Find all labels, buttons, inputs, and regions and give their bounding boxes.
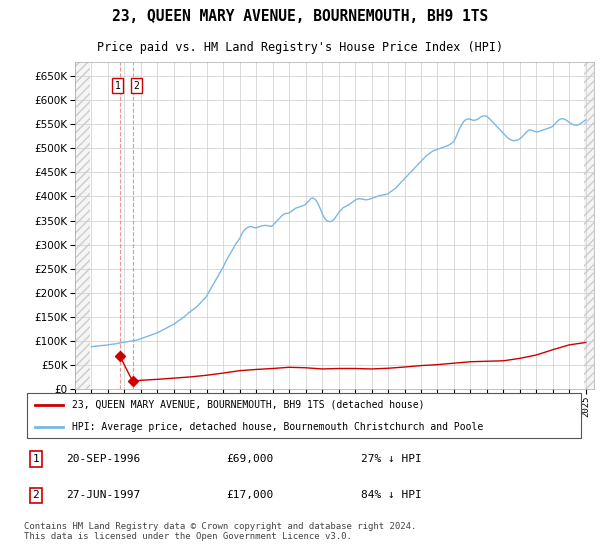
Bar [75,62,90,389]
Text: 27-JUN-1997: 27-JUN-1997 [66,491,140,500]
Text: Price paid vs. HM Land Registry's House Price Index (HPI): Price paid vs. HM Land Registry's House … [97,41,503,54]
Text: 2: 2 [134,81,140,91]
Text: HPI: Average price, detached house, Bournemouth Christchurch and Poole: HPI: Average price, detached house, Bour… [71,422,483,432]
Text: 2: 2 [32,491,39,500]
Text: £69,000: £69,000 [226,454,273,464]
Bar [584,62,594,389]
FancyBboxPatch shape [27,394,581,438]
Text: 20-SEP-1996: 20-SEP-1996 [66,454,140,464]
Text: 23, QUEEN MARY AVENUE, BOURNEMOUTH, BH9 1TS (detached house): 23, QUEEN MARY AVENUE, BOURNEMOUTH, BH9 … [71,400,424,410]
Text: Contains HM Land Registry data © Crown copyright and database right 2024.
This d: Contains HM Land Registry data © Crown c… [24,522,416,541]
Text: 27% ↓ HPI: 27% ↓ HPI [361,454,421,464]
Text: 1: 1 [115,81,120,91]
Text: 1: 1 [32,454,39,464]
Text: £17,000: £17,000 [226,491,273,500]
Text: 84% ↓ HPI: 84% ↓ HPI [361,491,421,500]
Text: 23, QUEEN MARY AVENUE, BOURNEMOUTH, BH9 1TS: 23, QUEEN MARY AVENUE, BOURNEMOUTH, BH9 … [112,9,488,24]
